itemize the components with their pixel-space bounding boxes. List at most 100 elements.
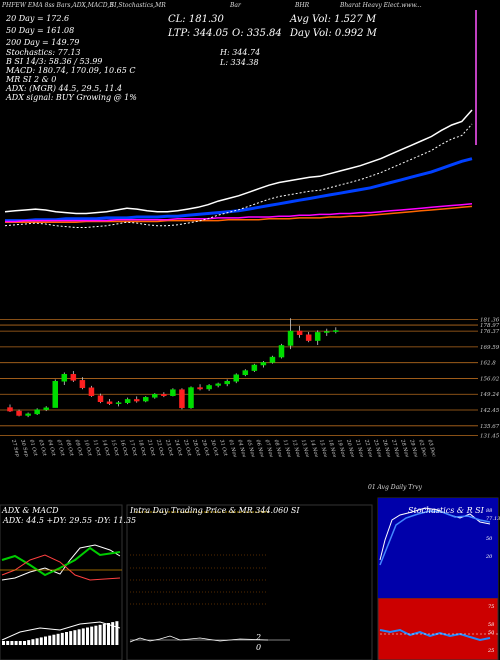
candle-body	[143, 397, 149, 402]
macd-bar	[10, 641, 14, 645]
bsi-label: B SI 14/3: 58.36 / 53.99	[6, 57, 103, 66]
ma-line-1	[5, 157, 473, 223]
ma-line-0	[4, 109, 473, 215]
date-tick-label: 27 Sep	[10, 438, 21, 458]
date-tick-label: 21 Oct	[146, 438, 157, 458]
date-tick-label: 08 Oct	[64, 439, 74, 458]
macd-bar	[27, 640, 31, 645]
candle-body	[287, 330, 294, 346]
date-tick-label: 14 Nov	[309, 439, 320, 458]
stoch-label: Stochastics: 77.13	[6, 48, 81, 57]
candle-body	[242, 370, 249, 376]
date-tick-label: 16 Oct	[119, 439, 129, 458]
date-tick-label: 18 Nov	[327, 439, 338, 458]
date-tick-label: 06 Nov	[254, 439, 265, 458]
date-tick-label: 07 Nov	[263, 439, 274, 458]
price-dotted-line	[4, 123, 473, 228]
adx-macd-panel	[0, 504, 123, 660]
stoch-tick: 77.13	[486, 516, 500, 522]
candle-body	[314, 332, 321, 341]
rsi-tick: 58	[488, 622, 494, 628]
macd-bar	[65, 632, 68, 645]
rsi-tick: 25	[487, 648, 494, 654]
candle-body	[79, 380, 86, 389]
date-tick-label: 27 Nov	[390, 438, 401, 458]
date-tick-label: 17 Oct	[128, 439, 138, 458]
adx-values: ADX: 44.5 +DY: 29.55 -DY: 11.35	[3, 516, 137, 525]
stoch-tick: 20	[485, 554, 493, 560]
intraday-mr-line	[129, 635, 269, 643]
candle-body	[106, 401, 113, 404]
macd-bar	[23, 641, 26, 645]
candle-body	[333, 330, 339, 332]
price-tick-label: 142.45	[480, 408, 500, 414]
macd-bar	[102, 623, 106, 645]
date-tick-label: 07 Oct	[55, 439, 65, 458]
rsi-tick: 75	[488, 604, 494, 610]
header-top-left: PHFEW EMA 8ss Bars,ADX,MACD,B	[2, 2, 114, 9]
high-label: H: 344.74	[220, 48, 261, 57]
candle-body	[305, 334, 312, 341]
date-tick-label: 21 Nov	[354, 438, 365, 458]
date-tick-label: 30 Oct	[209, 439, 219, 458]
candle-body	[269, 356, 276, 363]
candle-body	[233, 374, 239, 382]
candle-body	[188, 387, 194, 409]
macd-bar	[6, 641, 10, 645]
stochastics-title: Stochastics & R SI	[408, 506, 484, 515]
candle-body	[52, 381, 58, 408]
date-tick-label: 28 Oct	[191, 438, 202, 458]
ltp-label: LTP: 344.05	[168, 28, 229, 39]
date-tick-label: 04 Nov	[236, 439, 247, 458]
ma-line-2	[5, 205, 473, 224]
date-tick-label: 28 Nov	[399, 438, 410, 458]
candle-body	[260, 362, 267, 366]
macd-bar	[69, 631, 73, 645]
rsi-line	[379, 628, 491, 642]
date-tick-label: 25 Nov	[372, 438, 383, 458]
stoch-tick: 50	[486, 536, 493, 542]
macd-bar	[73, 630, 77, 645]
stoch-d-line	[379, 510, 491, 566]
candle-body	[124, 399, 131, 403]
moving-average-panel	[4, 109, 473, 228]
candle-body	[133, 399, 140, 402]
date-tick-label: 31 Oct	[218, 439, 228, 458]
intraday-label-2: 2	[256, 633, 262, 642]
candle-body	[25, 413, 31, 416]
macd-line	[1, 621, 121, 641]
date-tick-label: 03 Oct	[37, 439, 47, 458]
candle-body	[16, 410, 22, 416]
date-tick-label: 15 Nov	[318, 439, 329, 458]
candlestick-series	[7, 318, 339, 418]
day-volume-label: Day Vol: 0.992 M	[290, 28, 377, 39]
candle-body	[215, 383, 221, 386]
open-label: O: 335.84	[232, 28, 282, 39]
date-tick-label: 15 Oct	[110, 439, 120, 458]
date-tick-label: 01 Nov	[227, 439, 238, 458]
date-tick-label: 05 Nov	[245, 439, 256, 458]
candle-body	[206, 385, 212, 390]
candle-body	[61, 374, 68, 382]
macd-bar	[60, 632, 64, 645]
candle-body	[224, 381, 230, 385]
date-tick-label: 24 Oct	[173, 438, 184, 458]
mr-label: MR SI 2 & 0	[6, 75, 57, 84]
date-tick-label: 12 Nov	[291, 439, 302, 458]
candle-body	[88, 387, 95, 396]
low-label: L: 334.38	[220, 58, 259, 67]
price-gridlines	[0, 319, 478, 437]
macd-bar	[86, 627, 89, 645]
adx-label: ADX: (MGR) 44.5, 29.5, 11.4	[6, 84, 123, 93]
adx-macd-title: ADX & MACD	[2, 506, 59, 515]
date-tick-label: 20 Nov	[345, 438, 356, 458]
stochastics-panel-bottom	[377, 597, 499, 660]
ma200-label: 200 Day = 149.79	[6, 38, 80, 47]
date-tick-label: 29 Oct	[200, 438, 211, 458]
rsi-tick: 50	[488, 630, 495, 636]
candle-body	[152, 394, 158, 398]
header-top-mid: SI,Stochastics,MR	[110, 2, 166, 9]
date-tick-label: 18 Oct	[137, 439, 147, 458]
date-tick-label: 02 Dec	[417, 439, 427, 458]
